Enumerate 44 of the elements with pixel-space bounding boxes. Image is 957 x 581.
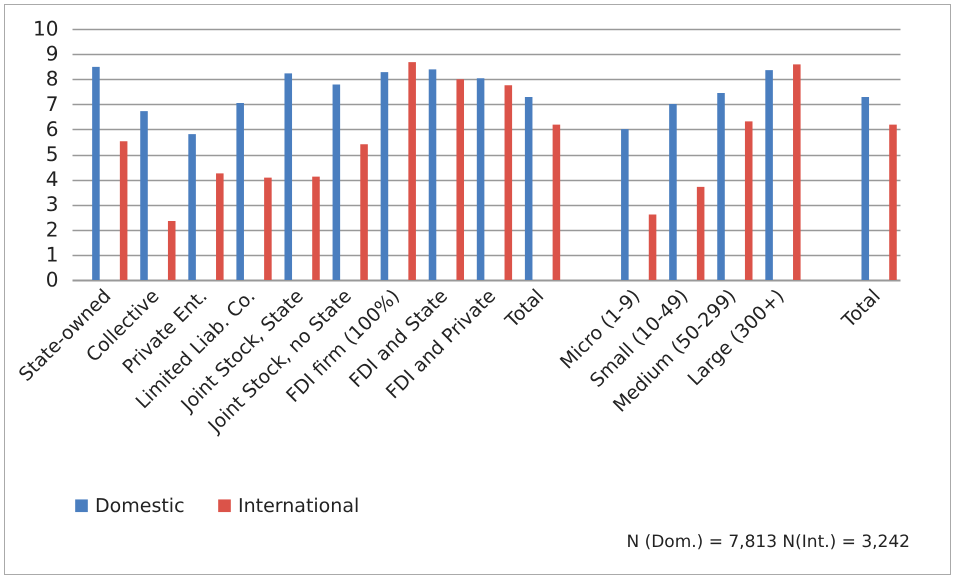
y-tick-label: 5 [46, 142, 58, 166]
legend-label: International [238, 494, 360, 517]
bar [669, 104, 677, 280]
bar [476, 78, 484, 280]
y-tick-label: 1 [46, 242, 58, 266]
bar [696, 186, 704, 280]
bar [408, 62, 416, 280]
y-tick-label: 10 [33, 16, 58, 40]
bar [264, 178, 272, 280]
bar [648, 214, 656, 280]
bar [504, 85, 512, 280]
bar [120, 141, 128, 280]
bar [168, 221, 176, 280]
bar [621, 129, 629, 280]
bar [380, 72, 388, 280]
bar [717, 93, 725, 280]
bar [428, 69, 436, 280]
y-tick-label: 3 [46, 192, 58, 216]
bar [456, 79, 464, 280]
bar [216, 173, 224, 280]
bar [524, 97, 532, 280]
bar [793, 64, 801, 280]
bar [140, 111, 148, 280]
bar [861, 97, 870, 280]
legend-label: Domestic [95, 494, 185, 517]
bar [236, 103, 244, 280]
bar [889, 124, 897, 280]
y-tick-label: 2 [46, 217, 58, 242]
y-tick-label: 7 [46, 92, 58, 116]
y-tick-label: 8 [46, 66, 58, 91]
bar [188, 134, 196, 280]
y-tick-label: 4 [46, 167, 58, 192]
text: N (Dom.) = 7,813 N(Int.) = 3,242 [626, 532, 910, 552]
y-tick-label: 0 [46, 268, 58, 292]
bar [552, 124, 560, 280]
bar [284, 73, 292, 280]
bar [92, 66, 100, 280]
y-tick-label: 6 [46, 116, 58, 141]
bar [765, 70, 773, 280]
y-tick-label: 9 [46, 42, 58, 66]
bar [360, 144, 368, 280]
bar [312, 176, 320, 280]
bar [332, 84, 340, 280]
bar [744, 121, 753, 280]
